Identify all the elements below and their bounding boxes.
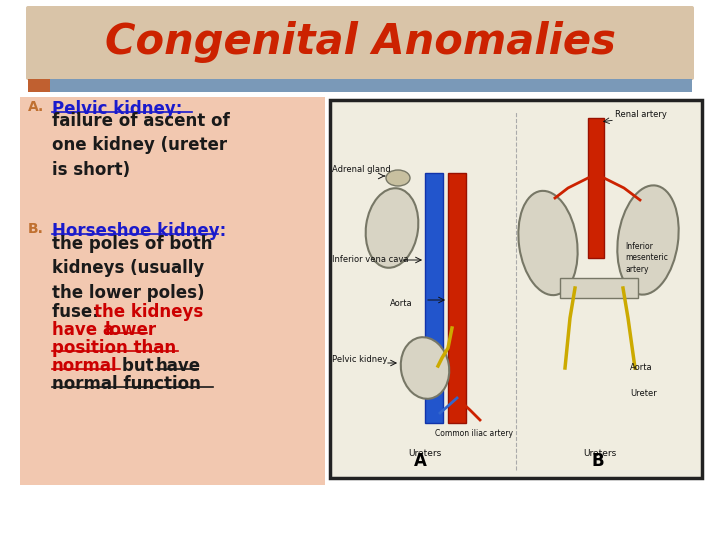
Ellipse shape [401,337,449,399]
Text: Aorta: Aorta [630,363,652,373]
Ellipse shape [386,170,410,186]
Text: B.: B. [28,222,44,236]
Text: Pelvic kidney: Pelvic kidney [332,355,387,364]
Text: position than: position than [52,339,176,357]
Text: Ureters: Ureters [583,449,616,458]
Text: but: but [122,357,159,375]
Text: lower: lower [105,321,157,339]
Bar [448,173,466,423]
Text: Pelvic kidney:: Pelvic kidney: [52,100,182,118]
Text: have a: have a [52,321,120,339]
Bar [588,118,604,258]
Text: normal function: normal function [52,375,201,393]
Text: B: B [592,452,604,470]
Text: Common iliac artery: Common iliac artery [435,429,513,437]
Text: normal: normal [52,357,117,375]
Text: Congenital Anomalies: Congenital Anomalies [104,21,616,63]
Bar [425,173,443,423]
Text: Inferior vena cava: Inferior vena cava [332,255,408,265]
Bar [560,278,638,298]
Text: Ureter: Ureter [630,388,657,397]
Text: Renal artery: Renal artery [615,110,667,119]
Text: A: A [413,452,426,470]
Ellipse shape [518,191,577,295]
Text: Inferior
mesenteric
artery: Inferior mesenteric artery [625,242,668,274]
Bar [28,79,692,92]
Text: Horseshoe kidney:: Horseshoe kidney: [52,222,226,240]
Text: Ureters: Ureters [408,449,441,458]
Text: Adrenal gland: Adrenal gland [332,165,391,174]
Text: failure of ascent of
one kidney (ureter
is short): failure of ascent of one kidney (ureter … [52,112,230,179]
Text: the kidneys: the kidneys [94,303,203,321]
Text: Aorta: Aorta [390,299,413,307]
Ellipse shape [617,185,679,295]
Bar [20,97,325,485]
Ellipse shape [366,188,418,268]
Text: have: have [156,357,201,375]
Text: fuse:: fuse: [52,303,104,321]
Bar [330,100,702,478]
FancyBboxPatch shape [26,6,694,80]
Text: A.: A. [28,100,44,114]
Bar [28,79,50,92]
Text: the poles of both
kidneys (usually
the lower poles): the poles of both kidneys (usually the l… [52,235,212,302]
